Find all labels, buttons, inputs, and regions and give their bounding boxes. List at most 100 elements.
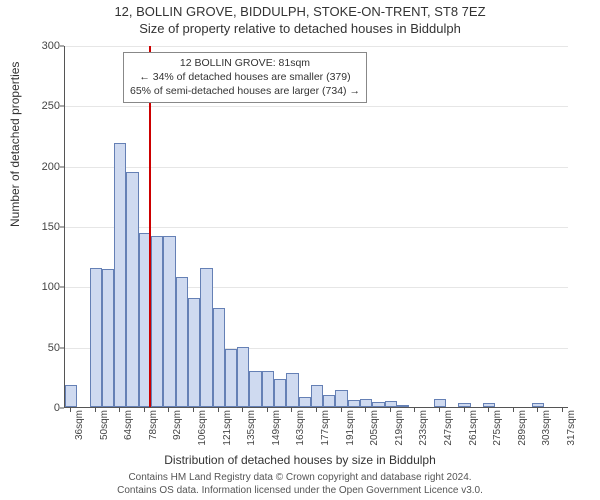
histogram-bar [114, 143, 126, 407]
histogram-bar [237, 347, 249, 407]
x-tick-mark [291, 408, 292, 412]
gridline [65, 227, 568, 228]
histogram-bar [483, 403, 495, 407]
x-tick-label: 247sqm [443, 410, 454, 450]
histogram-bar [286, 373, 298, 407]
x-tick-label: 191sqm [345, 410, 356, 450]
histogram-bar [348, 400, 360, 407]
gridline [65, 167, 568, 168]
histogram-bar [299, 397, 311, 407]
y-tick-label: 150 [40, 221, 60, 233]
x-tick-mark [218, 408, 219, 412]
x-tick-label: 50sqm [99, 410, 110, 450]
y-tick-mark [60, 287, 64, 288]
x-tick-mark [513, 408, 514, 412]
x-tick-mark [341, 408, 342, 412]
x-tick-label: 219sqm [394, 410, 405, 450]
annotation-line: 65% of semi-detached houses are larger (… [130, 84, 360, 98]
annotation-line: 12 BOLLIN GROVE: 81sqm [130, 56, 360, 70]
annotation-line: ← 34% of detached houses are smaller (37… [130, 70, 360, 84]
y-tick-label: 0 [40, 402, 60, 414]
x-tick-label: 121sqm [222, 410, 233, 450]
histogram-bar [200, 268, 212, 407]
histogram-bar [90, 268, 102, 407]
x-tick-label: 163sqm [295, 410, 306, 450]
x-tick-label: 92sqm [172, 410, 183, 450]
histogram-bar [225, 349, 237, 407]
x-tick-label: 205sqm [369, 410, 380, 450]
y-tick-mark [60, 347, 64, 348]
x-tick-mark [562, 408, 563, 412]
x-tick-label: 275sqm [492, 410, 503, 450]
x-tick-label: 78sqm [148, 410, 159, 450]
x-tick-mark [464, 408, 465, 412]
footer-line1: Contains HM Land Registry data © Crown c… [0, 472, 600, 485]
x-tick-label: 106sqm [197, 410, 208, 450]
y-tick-mark [60, 227, 64, 228]
x-tick-label: 177sqm [320, 410, 331, 450]
histogram-bar [151, 236, 163, 407]
y-tick-label: 100 [40, 281, 60, 293]
x-tick-mark [242, 408, 243, 412]
x-tick-mark [414, 408, 415, 412]
histogram-bar [274, 379, 286, 407]
y-tick-mark [60, 46, 64, 47]
y-axis-label: Number of detached properties [8, 62, 22, 227]
histogram-bar [176, 277, 188, 407]
histogram-bar [249, 371, 261, 407]
y-tick-label: 250 [40, 100, 60, 112]
chart-title-block: 12, BOLLIN GROVE, BIDDULPH, STOKE-ON-TRE… [0, 4, 600, 36]
histogram-bar [262, 371, 274, 407]
x-tick-mark [267, 408, 268, 412]
y-tick-mark [60, 166, 64, 167]
x-tick-label: 149sqm [271, 410, 282, 450]
x-tick-mark [119, 408, 120, 412]
marker-annotation-box: 12 BOLLIN GROVE: 81sqm← 34% of detached … [123, 52, 367, 103]
y-tick-label: 200 [40, 161, 60, 173]
x-tick-mark [193, 408, 194, 412]
x-tick-mark [488, 408, 489, 412]
histogram-bar [385, 401, 397, 407]
footer-line2: Contains OS data. Information licensed u… [0, 485, 600, 498]
histogram-bar [126, 172, 138, 407]
histogram-bar [372, 402, 384, 407]
histogram-bar [335, 390, 347, 407]
chart-title-line1: 12, BOLLIN GROVE, BIDDULPH, STOKE-ON-TRE… [0, 4, 600, 19]
x-tick-mark [95, 408, 96, 412]
x-tick-mark [144, 408, 145, 412]
histogram-bar [213, 308, 225, 407]
chart-title-line2: Size of property relative to detached ho… [0, 21, 600, 36]
y-tick-mark [60, 106, 64, 107]
plot-area: 12 BOLLIN GROVE: 81sqm← 34% of detached … [64, 46, 568, 408]
y-tick-label: 300 [40, 40, 60, 52]
y-tick-mark [60, 408, 64, 409]
histogram-bar [532, 403, 544, 407]
x-tick-mark [439, 408, 440, 412]
x-tick-label: 317sqm [566, 410, 577, 450]
histogram-bar [311, 385, 323, 407]
x-tick-mark [390, 408, 391, 412]
x-tick-label: 303sqm [541, 410, 552, 450]
histogram-bar [102, 269, 114, 407]
x-tick-mark [537, 408, 538, 412]
gridline [65, 106, 568, 107]
y-tick-label: 50 [40, 342, 60, 354]
histogram-bar [434, 399, 446, 407]
x-tick-mark [316, 408, 317, 412]
x-tick-label: 261sqm [468, 410, 479, 450]
x-tick-label: 233sqm [418, 410, 429, 450]
x-tick-mark [168, 408, 169, 412]
x-tick-label: 36sqm [74, 410, 85, 450]
histogram-bar [163, 236, 175, 407]
histogram-bar [188, 298, 200, 407]
x-tick-mark [70, 408, 71, 412]
histogram-bar [65, 385, 77, 407]
x-tick-label: 64sqm [123, 410, 134, 450]
x-tick-mark [365, 408, 366, 412]
histogram-bar [323, 395, 335, 407]
x-axis-label: Distribution of detached houses by size … [0, 453, 600, 467]
histogram-bar [360, 399, 372, 407]
footer-credits: Contains HM Land Registry data © Crown c… [0, 472, 600, 497]
histogram-bar [458, 403, 470, 407]
gridline [65, 46, 568, 47]
